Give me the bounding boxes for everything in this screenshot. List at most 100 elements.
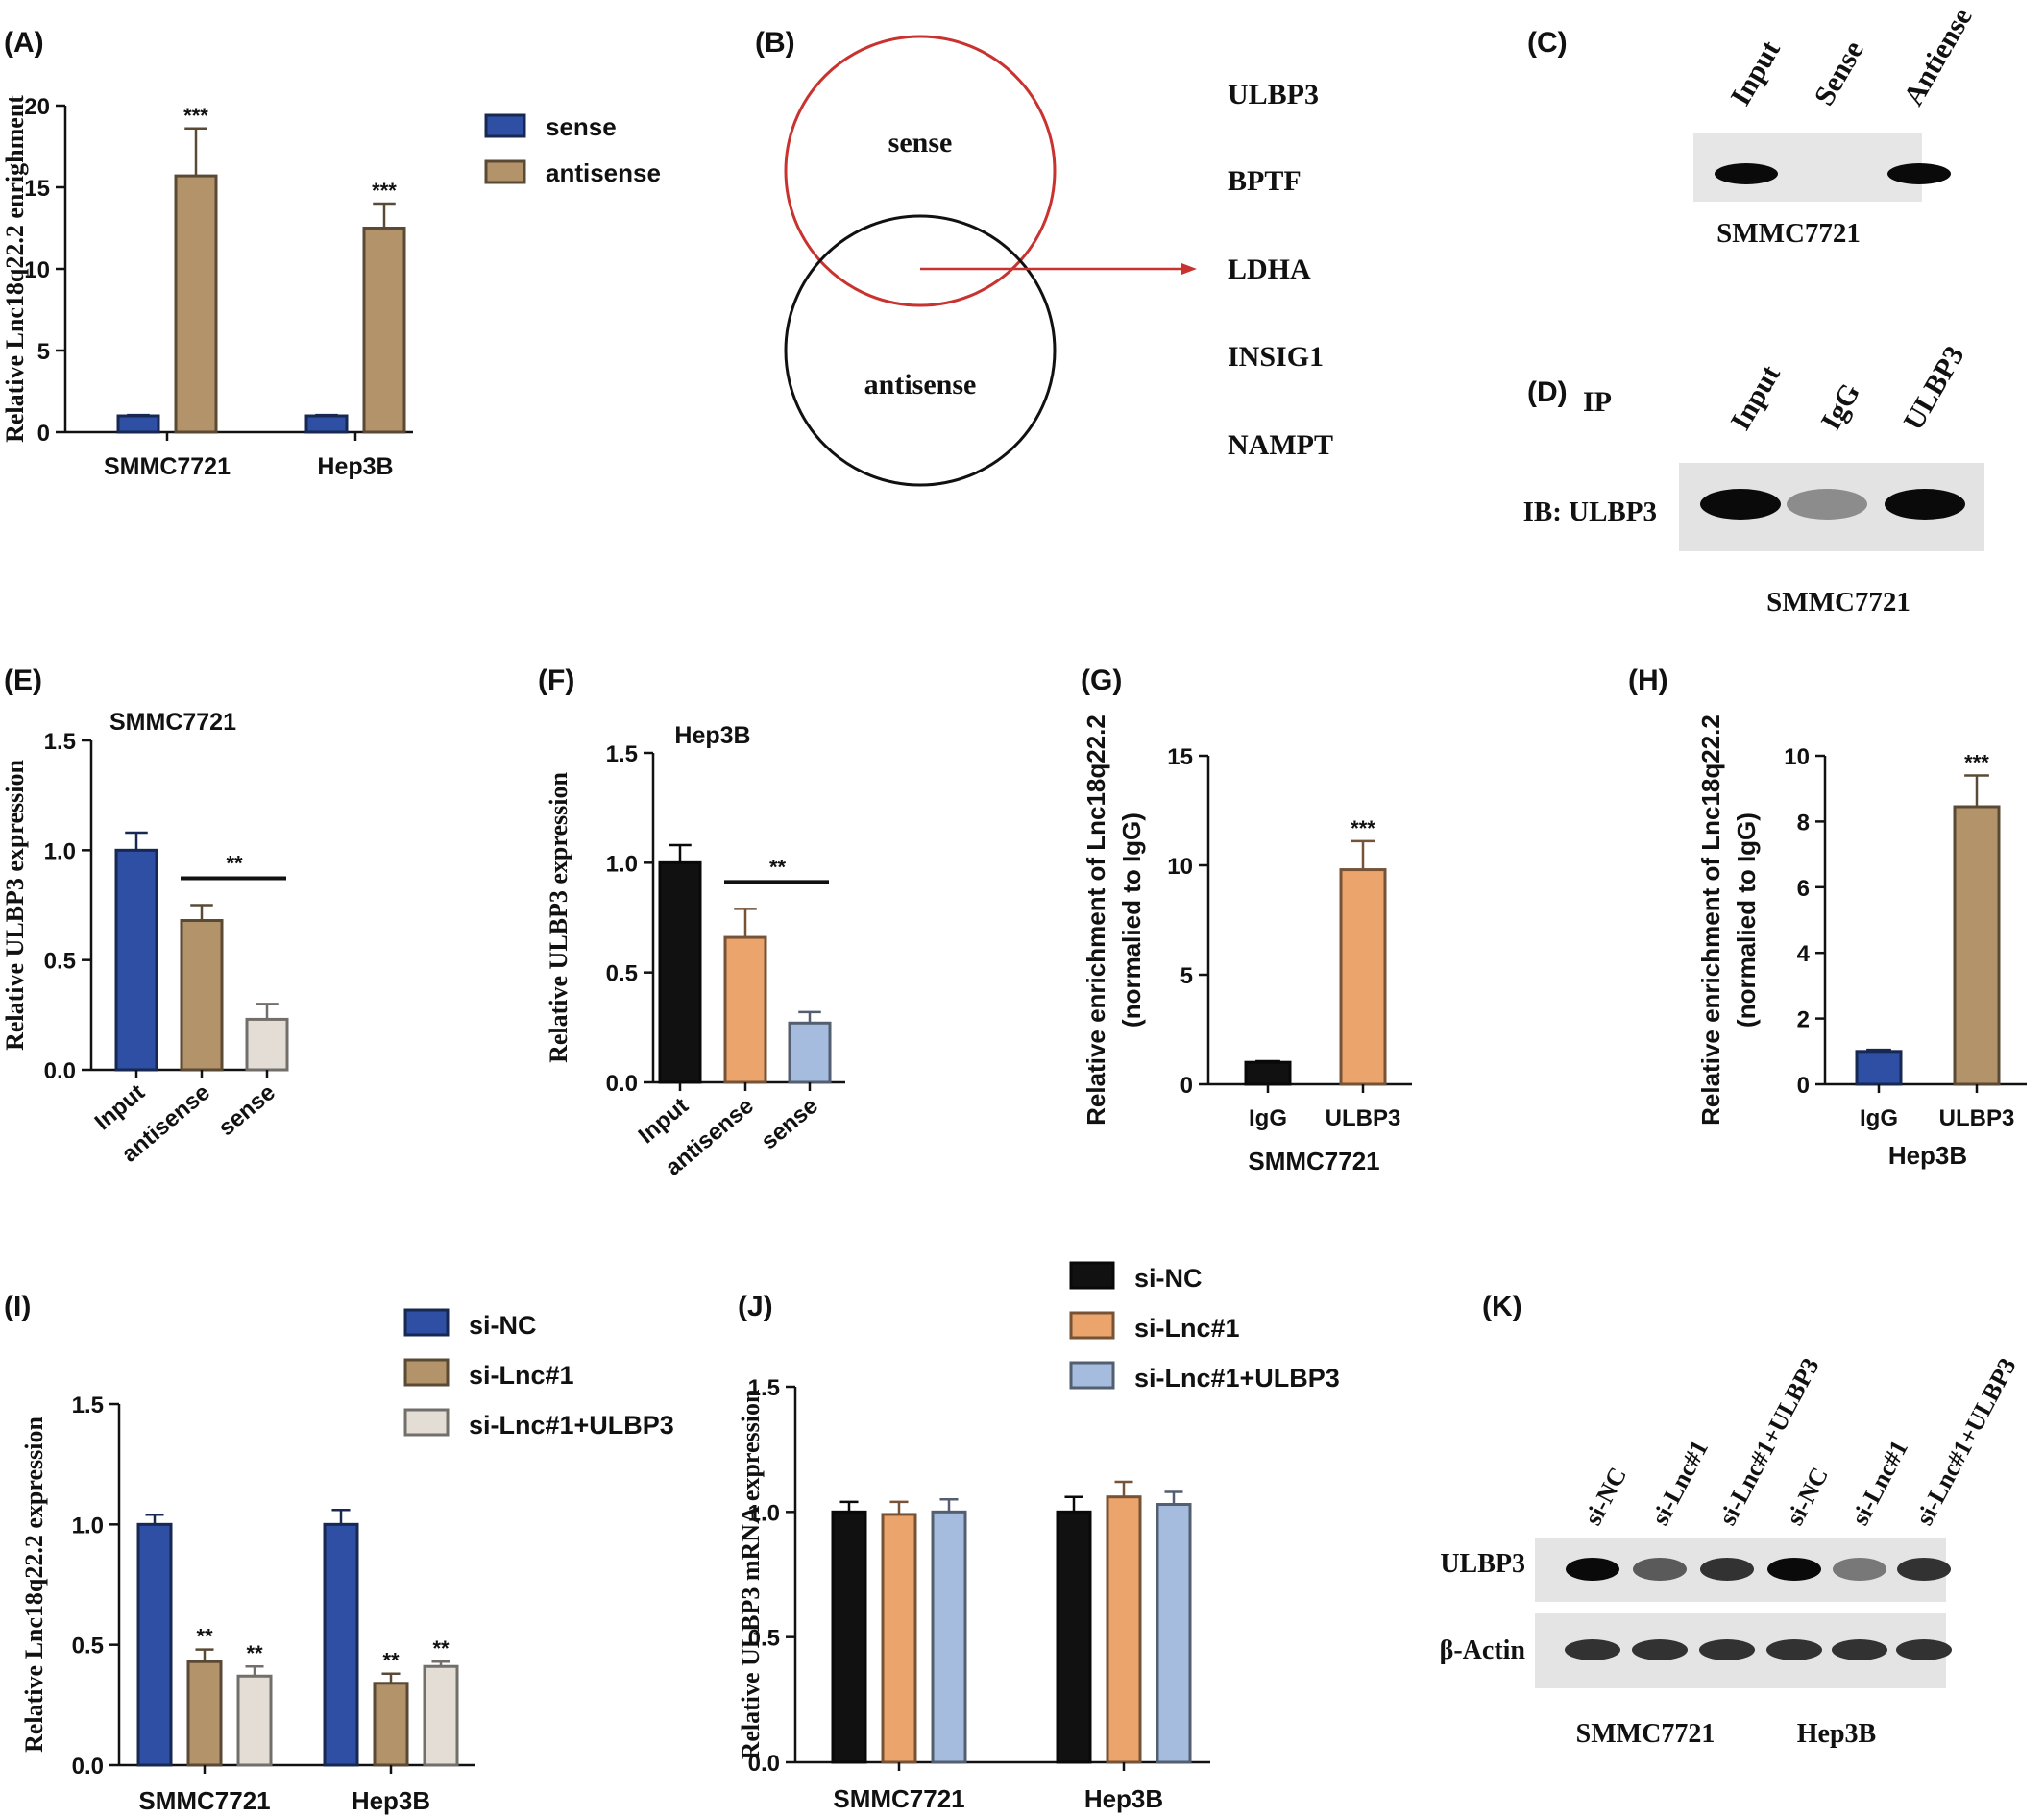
bar [831,1510,867,1764]
y-tick-label: 1.5 [72,1393,104,1418]
x-tick-label: SMMC7721 [104,453,231,480]
significance-label: ** [246,1641,263,1665]
blot-c-cell-line: SMMC7721 [1716,218,1861,249]
bar [788,1021,832,1084]
blot-k-ulbp3-band [1767,1558,1821,1581]
y-tick-label: 1.5 [748,1375,780,1401]
x-tick-label: IgG [1860,1105,1898,1131]
panel-label-j: (J) [738,1291,773,1322]
legend-label: antisense [546,158,661,187]
chart-h: 0 2 4 6 8 10 Relative enrichment of Lnc18q22.2… [1696,715,2027,1170]
blot-k-actin-band [1699,1639,1755,1660]
blot-k-actin-band [1766,1639,1822,1660]
significance-label: *** [372,179,397,203]
venn-circle-antisense [784,214,1057,487]
bar [723,935,767,1084]
blot-k-ulbp3-band [1566,1558,1619,1581]
x-tick-label: Hep3B [1084,1784,1163,1813]
x-axis-label: SMMC7721 [1248,1147,1379,1175]
blot-d-band [1787,489,1867,520]
gene-4: INSIG1 [1228,341,1324,373]
legend-label: si-NC [469,1311,537,1340]
blot-k-row-ulbp3: ULBP3 [1440,1549,1525,1579]
panel-label-g: (G) [1081,665,1122,696]
blot-c-lane-2: Sense [1808,36,1869,111]
bar [881,1513,917,1764]
y-tick-label: 15 [24,176,50,202]
bar [423,1664,459,1767]
significance-label: ** [432,1636,450,1660]
legend-label: si-Lnc#1+ULBP3 [1134,1364,1340,1393]
bar [136,1522,173,1767]
significance-label: *** [183,104,208,128]
blot-k-lane-label: si-NC [1781,1463,1834,1530]
blot-d-lane-2: IgG [1814,378,1866,436]
x-tick-label: ULBP3 [1939,1105,2015,1131]
x-tick-label: ULBP3 [1326,1105,1401,1131]
blot-c: Input Sense Antiense SMMC7721 [1693,2,1979,249]
y-tick-label: 1.5 [606,741,638,767]
blot-d: IP Input IgG ULBP3 IB: ULBP3 SMMC7721 [1523,341,1984,618]
x-tick-label: sense [756,1093,822,1154]
legend-swatch [1069,1361,1115,1390]
blot-k-cell-line-2: Hep3B [1797,1719,1876,1749]
x-tick-label: IgG [1249,1105,1287,1131]
venn-arrow-head [1181,263,1197,275]
venn-label-sense: sense [888,127,953,158]
significance-label: *** [1964,751,1989,775]
blot-d-lane-1: Input [1724,360,1786,436]
legend-swatch [484,113,526,138]
panel-label-b: (B) [755,27,795,59]
bar [180,919,224,1072]
venn-label-antisense: antisense [864,369,977,400]
y-tick-label: 0.5 [748,1626,780,1652]
blot-k-ulbp3-band [1833,1558,1886,1581]
gene-3: LDHA [1228,254,1311,285]
bar [304,414,349,434]
blot-k-lane-label: si-NC [1579,1463,1632,1530]
significance-label: ** [196,1625,213,1649]
blot-k-ulbp3-band [1633,1558,1687,1581]
y-tick-label: 0 [1180,1073,1193,1099]
legend-label: si-Lnc#1 [1134,1314,1240,1343]
bar [931,1510,967,1764]
significance-label: ** [226,852,243,876]
legend-swatch [403,1308,450,1337]
blot-c-band [1715,163,1778,184]
venn-circle-sense [784,35,1057,307]
y-tick-label: 0.5 [72,1634,104,1660]
y-tick-label: 1.5 [44,729,76,755]
y-tick-label: 20 [24,94,50,120]
significance-label: *** [1350,816,1375,840]
y-tick-label: 0.5 [606,961,638,987]
y-axis-label: Relative ULBP3 expression [545,772,572,1063]
bar [114,848,158,1072]
panel-label-a: (A) [4,27,44,59]
significance-label: ** [769,855,787,879]
legend-swatch [1069,1261,1115,1290]
y-tick-label: 0 [1797,1073,1810,1099]
chart-i: 0.0 0.5 1.0 1.5 Relative Lnc18q22.2 expressi… [20,1308,674,1815]
blot-d-band [1700,489,1781,520]
blot-k-actin-band [1632,1639,1688,1660]
y-tick-label: 10 [1167,854,1193,880]
x-tick-label: Hep3B [352,1786,430,1815]
y-tick-label: 0.0 [748,1751,780,1777]
blot-k-actin-band [1896,1639,1952,1660]
y-axis-label: Relative Lnc18q22.2 enrighment [1,95,29,443]
y-tick-label: 1.0 [606,851,638,877]
bar [1156,1503,1192,1764]
legend-swatch [403,1408,450,1437]
chart-title: Hep3B [674,722,750,749]
bar [245,1017,289,1072]
bar [658,860,702,1084]
blot-d-cell-line: SMMC7721 [1766,587,1910,618]
blot-k-lane-label: si-Lnc#1 [1846,1436,1913,1530]
bar [1106,1495,1142,1764]
bar [1953,805,2001,1086]
y-tick-label: 4 [1797,941,1811,967]
venn-diagram: sense antisense ULBP3 BPTF LDHA INSIG1 N… [784,35,1333,487]
